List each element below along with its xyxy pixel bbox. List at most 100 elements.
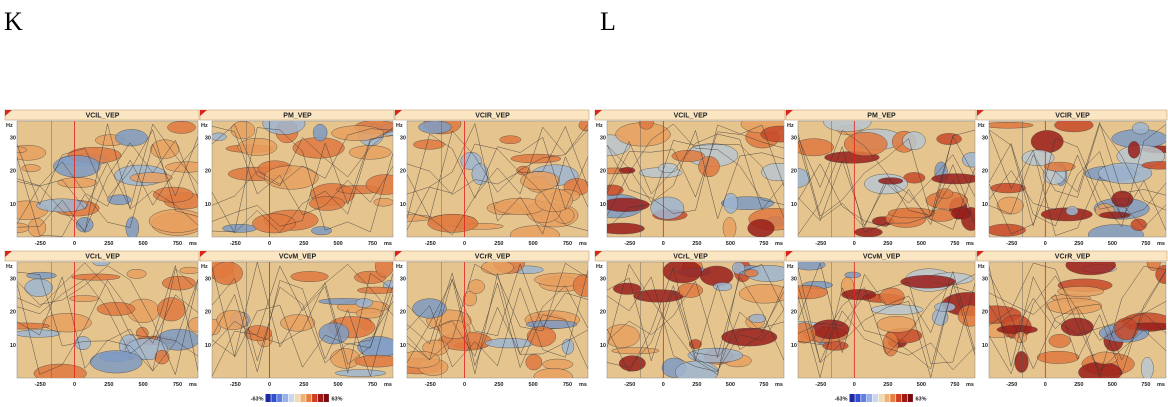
contour [989,262,1166,372]
contour [607,129,784,220]
blob [222,224,257,233]
blob [262,121,306,135]
blob [71,273,121,281]
colorbar-cell [878,394,884,402]
y-tick-label: 30 [400,136,406,142]
y-tick-label: 30 [600,277,606,283]
blob [798,322,816,344]
blob [357,286,393,294]
blob [903,172,926,184]
blob [989,223,1026,237]
blob [69,295,99,302]
contour [212,265,393,377]
blob [375,262,393,278]
x-tick-label: -250 [624,382,635,388]
contour [989,143,1166,231]
contour [607,263,784,375]
contour [989,121,1166,235]
blob [355,308,384,319]
y-tick-label: 10 [10,202,16,208]
blob [843,132,888,157]
contour [798,140,975,230]
blob [21,164,41,173]
blob [1048,334,1071,348]
plot-title: VCrL_VEP [673,254,708,261]
y-unit: Hz [596,264,603,270]
blob [533,368,573,378]
blob [723,193,739,214]
contour [212,273,393,364]
blob [167,121,196,134]
contour [798,267,975,378]
blob [75,217,94,233]
blob [252,213,296,234]
y-unit: Hz [787,123,794,129]
heatmap [212,121,393,236]
blob [157,297,186,322]
corner-marker [200,251,207,257]
contour [989,154,1166,228]
y-tick-label: 20 [205,310,211,316]
x-tick-label: 750 [368,382,377,388]
colorbar-max: 63% [916,397,927,403]
contour [989,270,1166,370]
blob [17,144,47,161]
y-tick-label: 10 [600,202,606,208]
blob [150,139,180,159]
blob [1057,286,1105,297]
blob [633,289,685,303]
contour [212,281,393,365]
blob [900,275,956,289]
plot-title: VCIL_VEP [674,113,708,120]
contour [407,273,588,374]
blob [798,262,826,271]
x-tick-label: 750 [759,382,768,388]
blob [1030,130,1064,153]
x-tick-label: 0 [662,382,665,388]
blob [17,222,30,233]
blob [1092,351,1119,365]
x-tick-label: 500 [726,382,735,388]
y-tick-label: 30 [982,136,988,142]
blob [318,322,350,345]
blob [1087,224,1144,237]
x-tick-label: 0 [853,241,856,247]
contour [798,282,975,356]
x-tick-label: 0 [268,241,271,247]
y-tick-label: 20 [600,169,606,175]
blob [722,217,737,237]
contour [212,127,393,233]
y-tick-label: 10 [982,202,988,208]
blob [427,213,479,233]
colorbar-cell [300,394,306,402]
blob [179,266,198,274]
x-tick-label: -250 [1006,241,1017,247]
contour [989,270,1166,376]
colorbar-min: -63% [835,397,848,403]
corner-marker [5,251,12,257]
contour [607,276,784,368]
blob [936,133,962,145]
contour [798,285,975,378]
heatmap [407,262,588,378]
y-tick-label: 20 [10,169,16,175]
panel-label: K [4,7,23,36]
blob [510,225,560,237]
blob [526,326,557,347]
x-unit: ms [1157,241,1165,247]
blob [165,161,198,173]
blob [578,121,588,132]
blob [212,262,243,285]
y-tick-label: 30 [982,277,988,283]
y-tick-label: 20 [982,310,988,316]
blob [312,123,328,142]
colorbar-cell [294,394,300,402]
blob [96,302,136,316]
blob [613,282,642,295]
x-tick-label: -250 [230,382,241,388]
plot-title: VCrR_VEP [475,254,511,261]
contour [798,281,975,364]
x-unit: ms [966,241,974,247]
blob [957,304,975,327]
